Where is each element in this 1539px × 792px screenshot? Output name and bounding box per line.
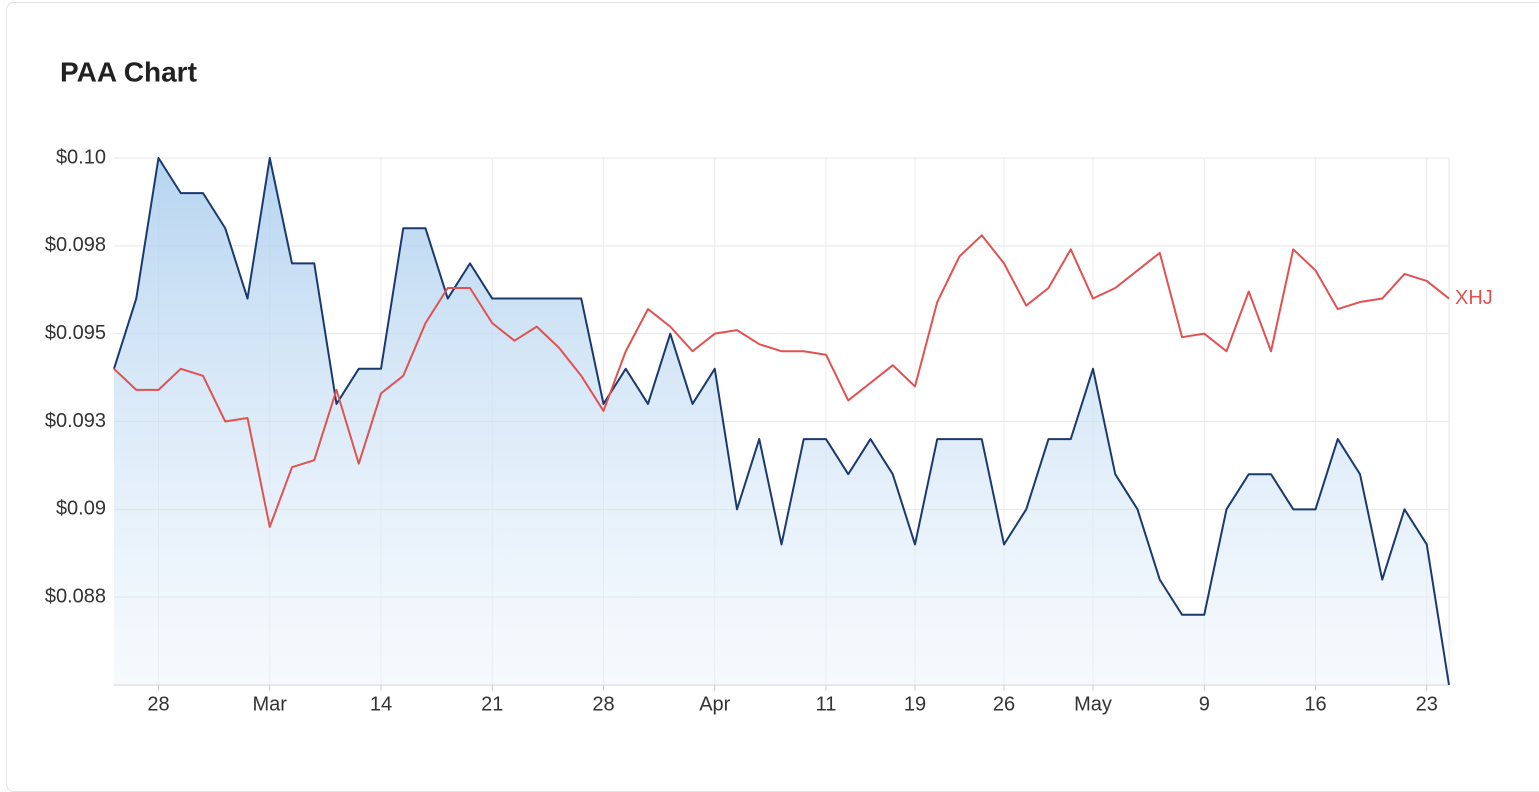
- x-tick-label: 26: [993, 693, 1015, 715]
- x-tick-label: 11: [816, 693, 837, 715]
- y-tick-label: $0.10: [56, 146, 106, 168]
- x-tick-label: 9: [1199, 693, 1210, 715]
- x-tick-label: Mar: [253, 693, 288, 715]
- y-tick-label: $0.098: [45, 234, 106, 256]
- x-tick-label: 28: [147, 693, 169, 715]
- line: [113, 157, 1450, 686]
- chart-title: PAA Chart: [60, 56, 197, 87]
- x-tick-label: 28: [592, 693, 614, 715]
- x-tick-label: May: [1074, 693, 1112, 715]
- y-tick-label: $0.09: [56, 498, 106, 520]
- line: [113, 234, 1450, 528]
- x-tick-label: 19: [904, 693, 926, 715]
- y-tick-label: $0.095: [45, 322, 106, 344]
- x-tick-label: 21: [481, 693, 503, 715]
- y-tick-label: $0.093: [45, 410, 106, 432]
- x-tick-label: 23: [1416, 693, 1438, 715]
- series-label: XHJ: [1455, 287, 1493, 309]
- x-tick-label: 14: [370, 693, 392, 715]
- x-tick-label: Apr: [699, 693, 730, 715]
- x-tick-label: 16: [1304, 693, 1326, 715]
- y-tick-label: $0.088: [45, 585, 106, 607]
- area: [114, 158, 1449, 685]
